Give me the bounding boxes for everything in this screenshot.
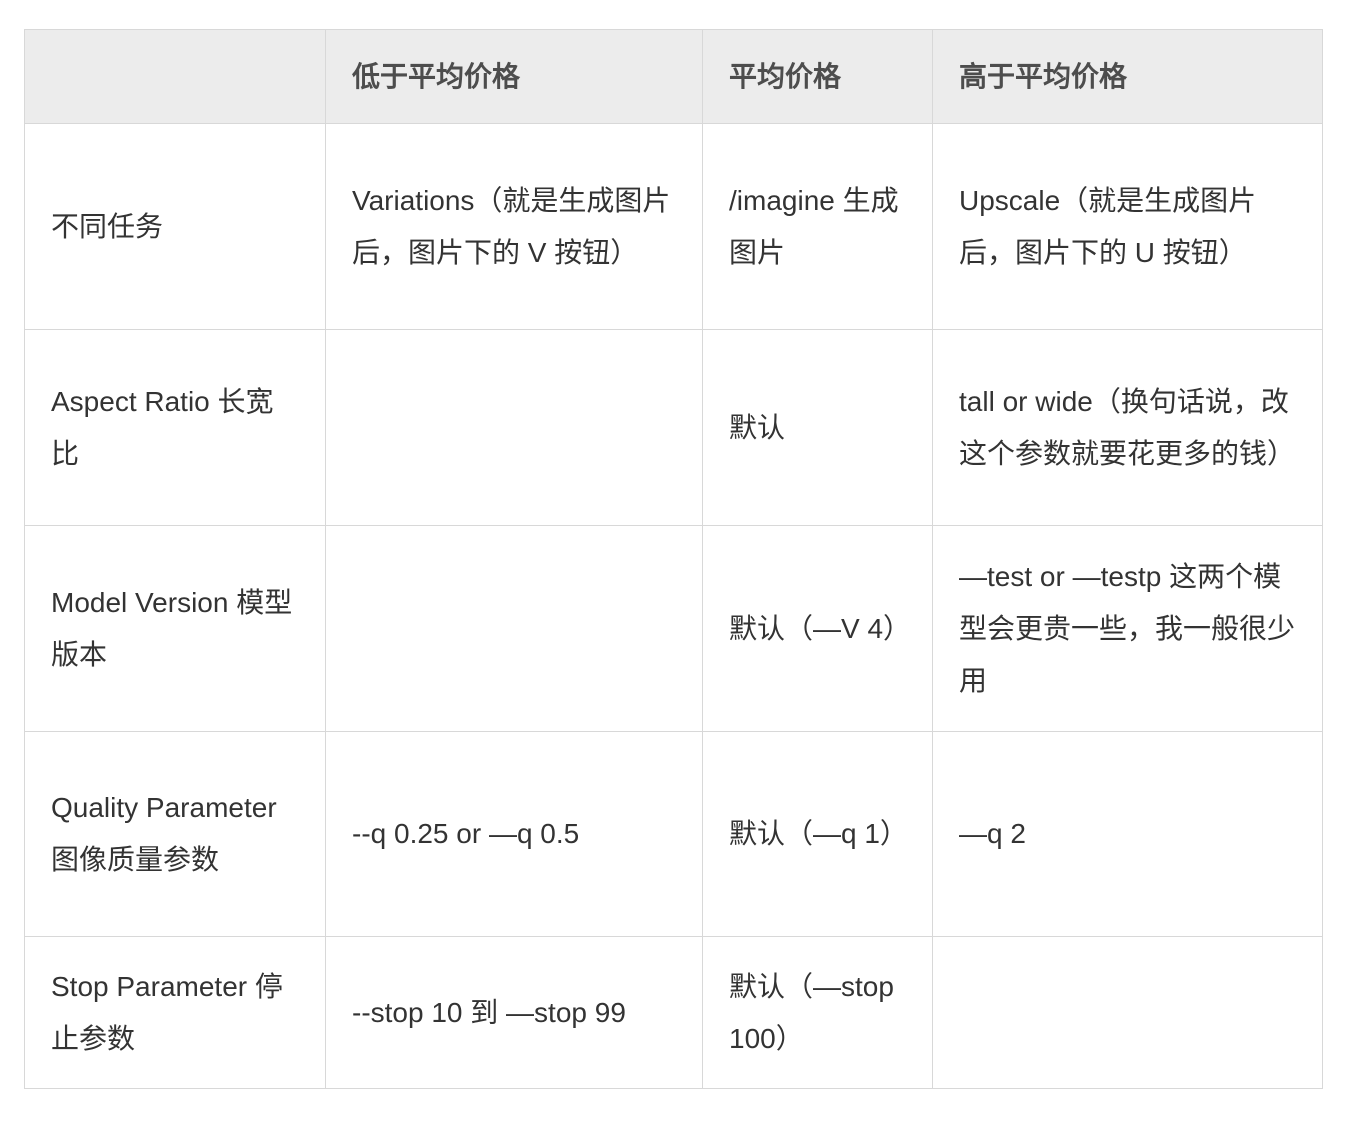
table-row-model-version: Model Version 模型版本 默认（—V 4） —test or —te…: [24, 525, 1323, 732]
below-average-cell: --q 0.25 or —q 0.5: [325, 731, 703, 937]
above-average-cell: —q 2: [932, 731, 1323, 937]
table-container: 低于平均价格 平均价格 高于平均价格 不同任务 Variations（就是生成图…: [24, 29, 1323, 1089]
pricing-comparison-table: 低于平均价格 平均价格 高于平均价格 不同任务 Variations（就是生成图…: [24, 29, 1323, 1089]
table-row-stop-parameter: Stop Parameter 停止参数 --stop 10 到 —stop 99…: [24, 936, 1323, 1089]
header-cell-below-average-price: 低于平均价格: [325, 29, 703, 124]
table-row-quality-parameter: Quality Parameter图像质量参数 --q 0.25 or —q 0…: [24, 731, 1323, 937]
above-average-cell: —test or —testp 这两个模型会更贵一些，我一般很少用: [932, 525, 1323, 732]
average-cell: 默认: [702, 329, 933, 526]
row-label-cell: Stop Parameter 停止参数: [24, 936, 326, 1089]
row-label-cell: 不同任务: [24, 123, 326, 330]
header-cell-empty: [24, 29, 326, 124]
below-average-cell: [325, 329, 703, 526]
above-average-cell: [932, 936, 1323, 1089]
below-average-cell: [325, 525, 703, 732]
above-average-cell: Upscale（就是生成图片后，图片下的 U 按钮）: [932, 123, 1323, 330]
table-row-different-tasks: 不同任务 Variations（就是生成图片后，图片下的 V 按钮） /imag…: [24, 123, 1323, 330]
row-label-cell: Quality Parameter图像质量参数: [24, 731, 326, 937]
average-cell: 默认（—q 1）: [702, 731, 933, 937]
below-average-cell: --stop 10 到 —stop 99: [325, 936, 703, 1089]
above-average-cell: tall or wide（换句话说，改这个参数就要花更多的钱）: [932, 329, 1323, 526]
average-cell: 默认（—V 4）: [702, 525, 933, 732]
table-header-row: 低于平均价格 平均价格 高于平均价格: [24, 29, 1323, 124]
row-label-cell: Aspect Ratio 长宽比: [24, 329, 326, 526]
row-label-cell: Model Version 模型版本: [24, 525, 326, 732]
header-cell-above-average-price: 高于平均价格: [932, 29, 1323, 124]
below-average-cell: Variations（就是生成图片后，图片下的 V 按钮）: [325, 123, 703, 330]
average-cell: /imagine 生成图片: [702, 123, 933, 330]
table-row-aspect-ratio: Aspect Ratio 长宽比 默认 tall or wide（换句话说，改这…: [24, 329, 1323, 526]
header-cell-average-price: 平均价格: [702, 29, 933, 124]
average-cell: 默认（—stop 100）: [702, 936, 933, 1089]
